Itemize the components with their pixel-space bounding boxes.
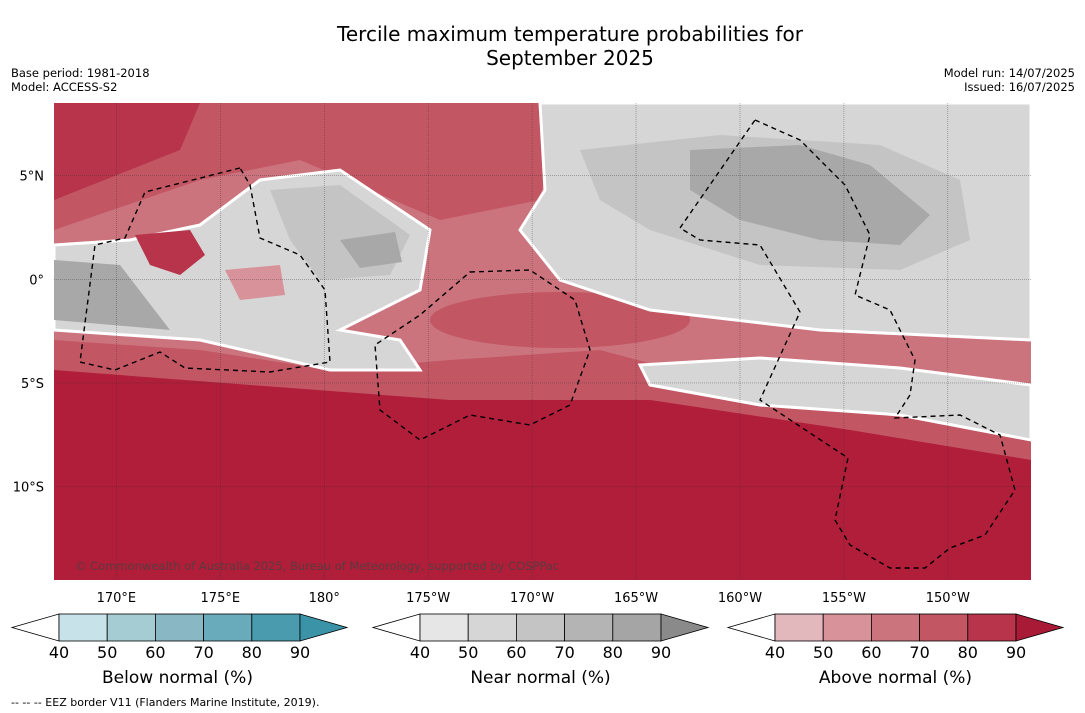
colorbar-0: 40 50 60 70 80 90: [10, 613, 349, 662]
colorbar-segment: [106, 613, 156, 642]
colorbar-tick-label: 80: [958, 643, 978, 662]
below-normal-label: Below normal (%): [102, 668, 253, 688]
issued-date: Issued: 16/07/2025: [964, 80, 1075, 94]
colorbar-segment: [774, 613, 824, 642]
colorbar-segment: [467, 613, 517, 642]
colorbar-tick-label: 50: [97, 643, 117, 662]
copyright-notice: © Commonwealth of Australia 2025, Bureau…: [75, 559, 559, 573]
colorbar-tick-label: 50: [813, 643, 833, 662]
colorbar-tick-label: 40: [410, 643, 430, 662]
near-normal-label: Near normal (%): [470, 668, 611, 688]
colorbar-tick-label: 70: [193, 643, 213, 662]
graticule: [54, 103, 1031, 580]
colorbar-segment: [871, 613, 921, 642]
x-tick-label: 150°W: [926, 591, 970, 606]
x-tick-label: 165°W: [614, 591, 658, 606]
meta-right: Model run: 14/07/2025 Issued: 16/07/2025: [944, 66, 1075, 94]
field-near-80-east: [690, 145, 930, 245]
colorbar-segment: [419, 613, 469, 642]
colorbar-segment: [612, 613, 662, 642]
colorbar-tick-label: 40: [765, 643, 785, 662]
x-tick-label: 155°W: [822, 591, 866, 606]
colorbar-tick-label: 90: [1006, 643, 1026, 662]
colorbar-segment: [58, 613, 108, 642]
colorbar-tick-label: 50: [458, 643, 478, 662]
x-tick-label: 160°W: [718, 591, 762, 606]
colorbar-tick-label: 60: [861, 643, 881, 662]
model-name: Model: ACCESS-S2: [11, 80, 118, 94]
eez-footnote: -- -- -- EEZ border V11 (Flanders Marine…: [11, 696, 320, 709]
colorbar-tick-label: 70: [554, 643, 574, 662]
eez-border-east: [678, 119, 1016, 569]
colorbar-tick-label: 90: [651, 643, 671, 662]
chart-title: Tercile maximum temperature probabilitie…: [0, 22, 1085, 70]
field-above-90-west-pocket: [135, 230, 205, 275]
field-near-normal-southeast: [637, 356, 1031, 442]
colorbar-tick-label: 40: [49, 643, 69, 662]
colorbar-tick-label: 80: [603, 643, 623, 662]
x-tick-label: 180°: [309, 591, 340, 606]
colorbar-extend-left: [371, 613, 421, 642]
colorbar-tick-label: 60: [506, 643, 526, 662]
colorbar-segment: [967, 613, 1017, 642]
colorbar-segment: [203, 613, 253, 642]
colorbar-segment: [822, 613, 872, 642]
colorbar-extend-right: [660, 613, 710, 642]
colorbar-tick-label: 80: [242, 643, 262, 662]
field-above-80-equator: [430, 292, 690, 348]
x-tick-label: 170°W: [510, 591, 554, 606]
field-above-50-west-pocket: [225, 265, 285, 300]
colorbar-1: 40 50 60 70 80 90: [371, 613, 710, 662]
title-line-1: Tercile maximum temperature probabilitie…: [337, 22, 803, 46]
field-near-80-west: [54, 260, 170, 330]
colorbar-segment: [564, 613, 614, 642]
y-tick-label: 5°N: [20, 170, 45, 185]
colorbar-segment: [251, 613, 301, 642]
title-line-2: September 2025: [486, 46, 654, 70]
colorbar-tick-label: 60: [145, 643, 165, 662]
x-tick-label: 170°E: [97, 591, 137, 606]
x-tick-label: 175°W: [406, 591, 450, 606]
colorbars: 40 50 60 70 80 90 40 50 60 70 80 90 40 50 60 70 80 90: [10, 613, 1065, 662]
base-period: Base period: 1981-2018: [11, 66, 150, 80]
colorbar-segment: [154, 613, 204, 642]
colorbar-extend-right: [299, 613, 349, 642]
y-tick-label: 0°: [29, 273, 44, 288]
y-tick-label: 10°S: [13, 481, 44, 496]
colorbar-extend-left: [10, 613, 60, 642]
colorbar-segment: [919, 613, 969, 642]
y-tick-label: 5°S: [21, 377, 44, 392]
x-tick-label: 175°E: [201, 591, 241, 606]
field-above-90-south: [54, 370, 1031, 580]
eez-border-central: [374, 269, 591, 441]
map-field: [54, 103, 1031, 580]
model-run: Model run: 14/07/2025: [943, 66, 1075, 80]
colorbar-extend-right: [1015, 613, 1065, 642]
meta-left: Base period: 1981-2018 Model: ACCESS-S2: [11, 66, 150, 94]
above-normal-label: Above normal (%): [818, 668, 973, 688]
colorbar-tick-label: 70: [909, 643, 929, 662]
colorbar-segment: [516, 613, 566, 642]
colorbar-extend-left: [726, 613, 776, 642]
colorbar-2: 40 50 60 70 80 90: [726, 613, 1065, 662]
field-near-80-west-core: [340, 232, 402, 268]
colorbar-tick-label: 90: [290, 643, 310, 662]
axis-labels: 170°E 175°E 180° 175°W 170°W 165°W 160°W 155°W 1…: [13, 170, 970, 606]
